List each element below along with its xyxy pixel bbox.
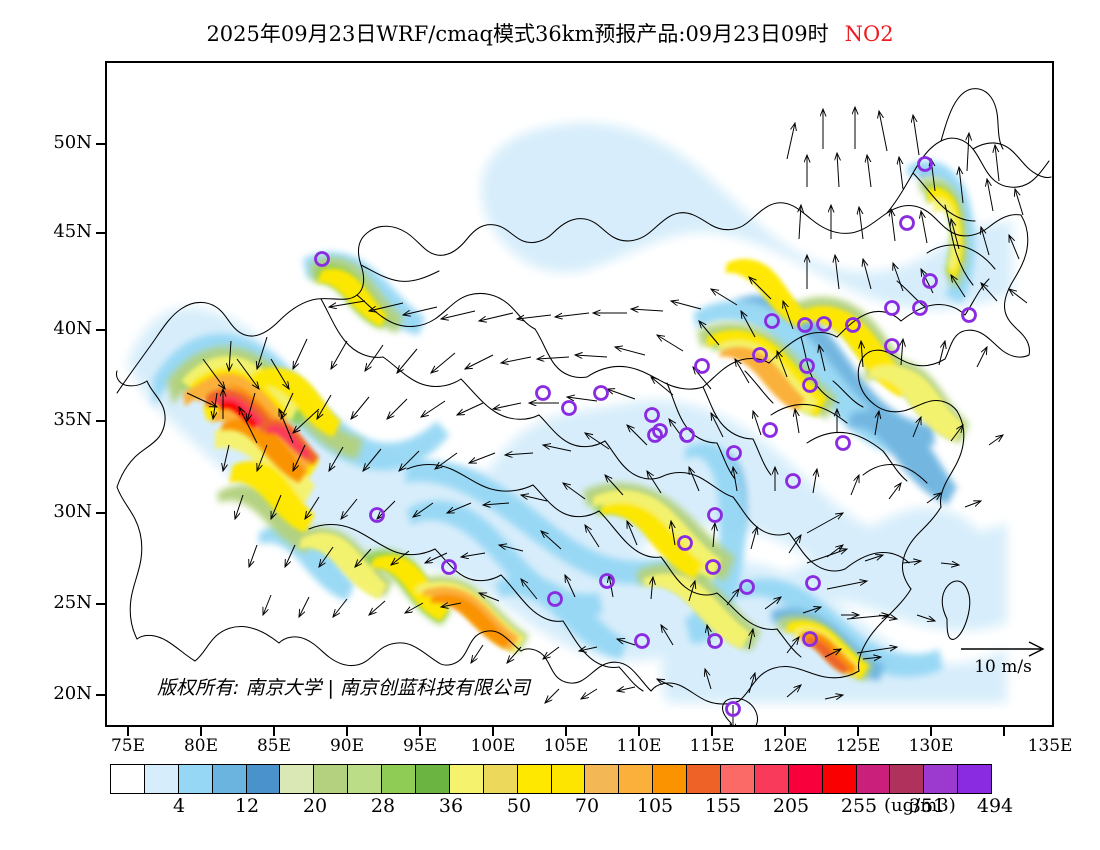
ytick-mark (96, 694, 105, 696)
wind-vector-field (186, 107, 1028, 725)
xtick-mark (930, 727, 932, 736)
colorbar-cell-10[interactable] (449, 765, 484, 793)
xtick-label-130e: 130E (908, 736, 954, 756)
colorbar-cell-1[interactable] (144, 765, 179, 793)
ytick-mark (96, 232, 105, 234)
colorbar-cell-6[interactable] (314, 765, 349, 793)
ytick-mark (96, 512, 105, 514)
xtick-mark (492, 727, 494, 736)
colorbar-cell-23[interactable] (890, 765, 925, 793)
colorbar-cell-0[interactable] (111, 765, 145, 793)
ytick-mark (96, 420, 105, 422)
colorbar-cell-20[interactable] (788, 765, 823, 793)
colorbar-tick: 50 (506, 795, 532, 817)
ytick-mark (96, 143, 105, 145)
xtick-label-120e: 120E (762, 736, 808, 756)
colorbar-cell-8[interactable] (382, 765, 417, 793)
xtick-mark (711, 727, 713, 736)
ytick-mark (96, 603, 105, 605)
ytick-mark (96, 329, 105, 331)
colorbar-cell-5[interactable] (280, 765, 315, 793)
xtick-mark (200, 727, 202, 736)
page-title: 2025年09月23日WRF/cmaq模式36km预报产品:09月23日09时 N… (0, 18, 1100, 48)
xtick-mark (1003, 727, 1005, 736)
colorbar-cell-16[interactable] (653, 765, 688, 793)
colorbar-cell-14[interactable] (585, 765, 620, 793)
colorbar-cell-24[interactable] (924, 765, 959, 793)
ytick-label-40n: 40N (53, 318, 92, 339)
map-plot-area[interactable] (105, 61, 1054, 727)
xtick-label-90e: 90E (329, 736, 365, 756)
xtick-label-110e: 110E (616, 736, 662, 756)
xtick-label-125e: 125E (835, 736, 881, 756)
xtick-mark (127, 727, 129, 736)
ytick-label-45n: 45N (53, 221, 92, 242)
concentration-field (127, 122, 1012, 703)
ytick-label-30n: 30N (53, 501, 92, 522)
xtick-label-95e: 95E (402, 736, 438, 756)
xtick-label-115e: 115E (689, 736, 735, 756)
colorbar-cell-18[interactable] (721, 765, 755, 793)
map-canvas (115, 88, 1052, 725)
colorbar-tick: 4 (172, 795, 186, 817)
colorbar-cell-3[interactable] (212, 765, 247, 793)
colorbar-tick: 155 (704, 795, 742, 817)
xtick-label-100e: 100E (470, 736, 516, 756)
colorbar-cell-9[interactable] (416, 765, 450, 793)
copyright-watermark: 版权所有: 南京大学 | 南京创蓝科技有限公司 (157, 677, 530, 699)
xtick-label-80e: 80E (183, 736, 219, 756)
xtick-mark (565, 727, 567, 736)
colorbar-cell-19[interactable] (754, 765, 789, 793)
colorbar-cell-22[interactable] (856, 765, 891, 793)
ytick-label-35n: 35N (53, 409, 92, 430)
colorbar-cell-15[interactable] (619, 765, 654, 793)
colorbar-cell-25[interactable] (958, 765, 992, 793)
city-markers[interactable] (314, 156, 977, 717)
ytick-label-50n: 50N (53, 132, 92, 153)
colorbar-cell-21[interactable] (822, 765, 857, 793)
colorbar-cell-7[interactable] (348, 765, 383, 793)
xtick-mark (273, 727, 275, 736)
colorbar-tick: 70 (574, 795, 600, 817)
colorbar-tick: 205 (772, 795, 810, 817)
colorbar-unit-label: (ug/m3) (884, 795, 956, 816)
colorbar-tick: 255 (840, 795, 878, 817)
colorbar-cell-2[interactable] (178, 765, 213, 793)
title-species: NO2 (844, 22, 894, 46)
colorbar-tick: 105 (636, 795, 674, 817)
colorbar-cell-17[interactable] (687, 765, 722, 793)
colorbar-legend[interactable]: 4 12 20 28 36 50 70 105 155 205 255 351 … (110, 764, 1013, 817)
xtick-mark (638, 727, 640, 736)
xtick-label-85e: 85E (256, 736, 292, 756)
colorbar-cell-4[interactable] (246, 765, 281, 793)
colorbar-tick: 28 (370, 795, 396, 817)
colorbar-cell-13[interactable] (551, 765, 586, 793)
colorbar-tick: 12 (234, 795, 260, 817)
colorbar-tick: 351 (908, 795, 946, 817)
xtick-label-105e: 105E (543, 736, 589, 756)
xtick-mark (346, 727, 348, 736)
ytick-label-25n: 25N (53, 592, 92, 613)
colorbar-tick: 20 (302, 795, 328, 817)
colorbar-cell-12[interactable] (517, 765, 552, 793)
colorbar-cells[interactable] (110, 764, 992, 794)
xtick-mark (857, 727, 859, 736)
title-text: 2025年09月23日WRF/cmaq模式36km预报产品:09月23日09时 (206, 22, 829, 46)
xtick-mark (784, 727, 786, 736)
colorbar-tick: 494 (976, 795, 1014, 817)
colorbar-tick: 36 (438, 795, 464, 817)
xtick-label-135e: 135E (1027, 736, 1073, 756)
map-boundaries (115, 88, 1052, 725)
xtick-label-75e: 75E (110, 736, 146, 756)
ytick-label-20n: 20N (53, 683, 92, 704)
colorbar-cell-11[interactable] (483, 765, 518, 793)
xtick-mark (419, 727, 421, 736)
